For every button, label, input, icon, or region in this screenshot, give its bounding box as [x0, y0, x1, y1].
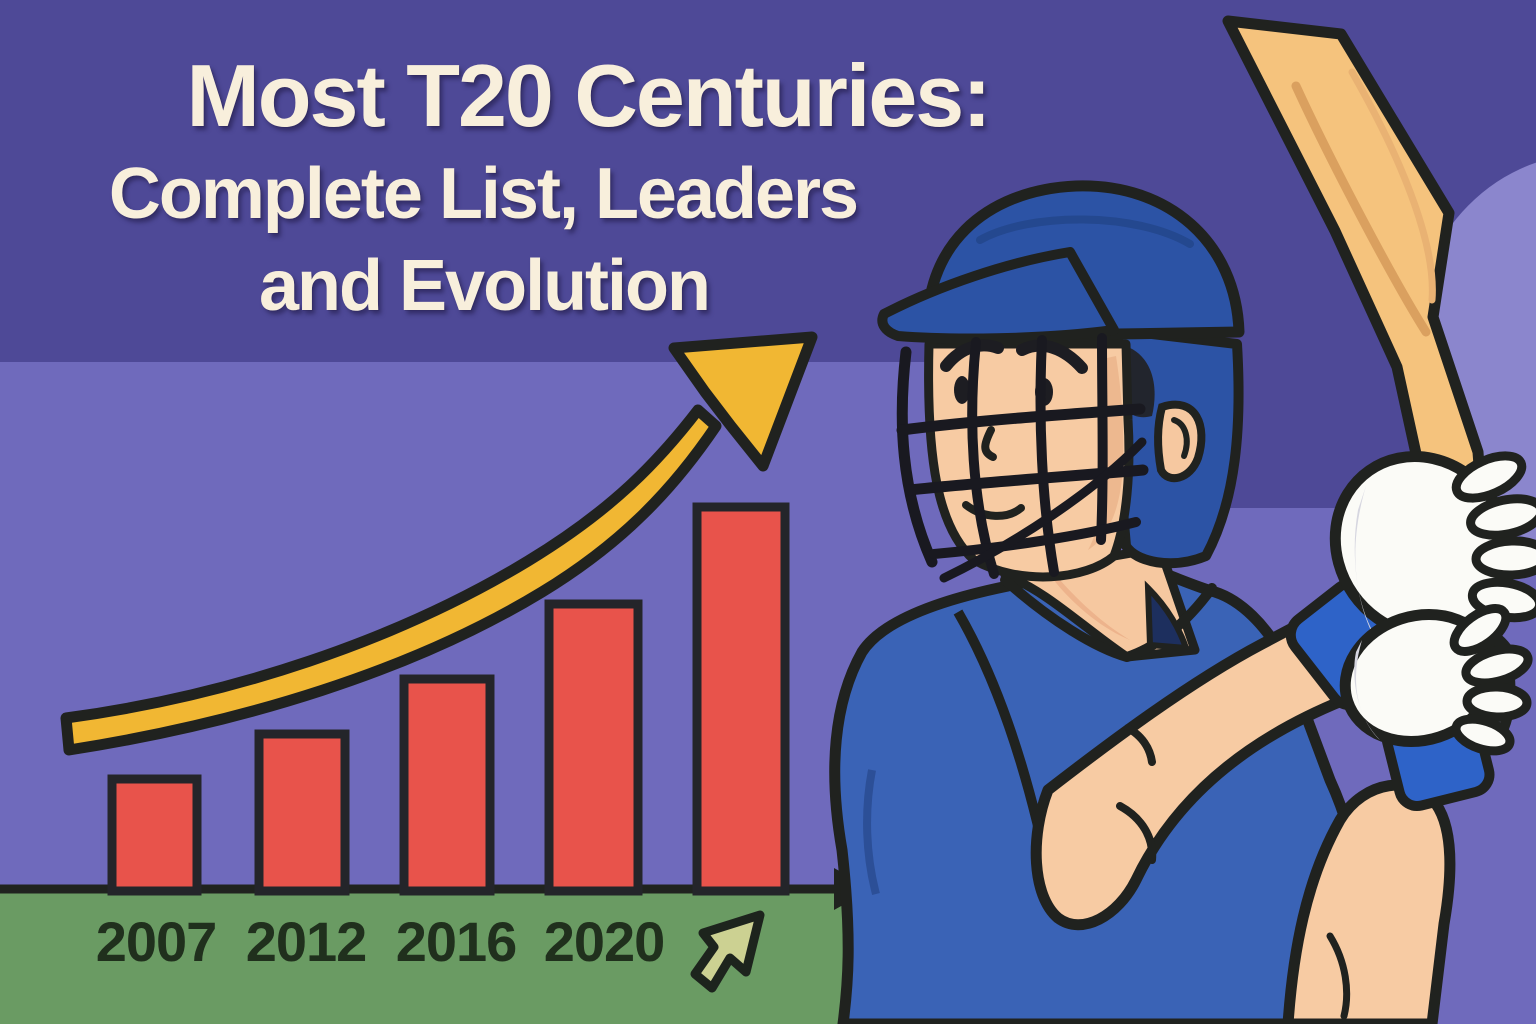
front-forearm: [1282, 779, 1456, 1024]
axis-label-2016: 2016: [395, 910, 518, 973]
armpit-line: [1124, 724, 1156, 766]
helmet-grille: [896, 333, 1149, 583]
glove-finger-pad: [1461, 644, 1533, 688]
page-title-line-3: and Evolution: [259, 246, 711, 326]
cheek-shading: [1088, 356, 1124, 550]
bar-2016: [399, 674, 495, 896]
up-right-arrow-icon: [690, 910, 765, 993]
right-eyebrow: [1016, 339, 1088, 374]
bar-2012: [254, 729, 350, 896]
ear-inner-line: [1171, 417, 1190, 459]
head: [877, 180, 1245, 583]
glove-finger-pad: [1466, 494, 1536, 540]
collar-fold: [1144, 580, 1191, 652]
axis-label-2020: 2020: [543, 910, 666, 973]
elbow-crease: [1116, 802, 1157, 864]
bar-2007: [107, 774, 202, 896]
bar-2020: [544, 599, 643, 896]
page-title-line-1: Most T20 Centuries:: [186, 46, 991, 145]
nose-line: [981, 426, 997, 461]
jersey-fold: [863, 769, 880, 896]
helmet-panel-line: [976, 215, 1194, 248]
mouth-line: [962, 501, 1025, 520]
page-title-line-2: Complete List, Leaders: [108, 154, 859, 234]
helmet-peak: [877, 247, 1119, 344]
ear: [1154, 400, 1206, 483]
trend-arrow-icon: [60, 331, 818, 756]
axis-label-2007: 2007: [95, 910, 218, 973]
left-eye: [954, 376, 970, 404]
batsman-illustration: [829, 15, 1536, 1024]
axis-label-2012: 2012: [245, 910, 368, 973]
bar-latest: [692, 502, 790, 896]
glove-finger-pad: [1451, 451, 1527, 503]
batting-gloves: [1329, 451, 1536, 756]
glove-finger-pad: [1462, 682, 1532, 722]
bar-series: [107, 502, 790, 896]
glove-finger-pad: [1471, 536, 1536, 580]
forearm-crease: [1326, 932, 1351, 1020]
glove-finger-pad: [1449, 604, 1511, 656]
glove-finger-pad: [1451, 714, 1515, 756]
